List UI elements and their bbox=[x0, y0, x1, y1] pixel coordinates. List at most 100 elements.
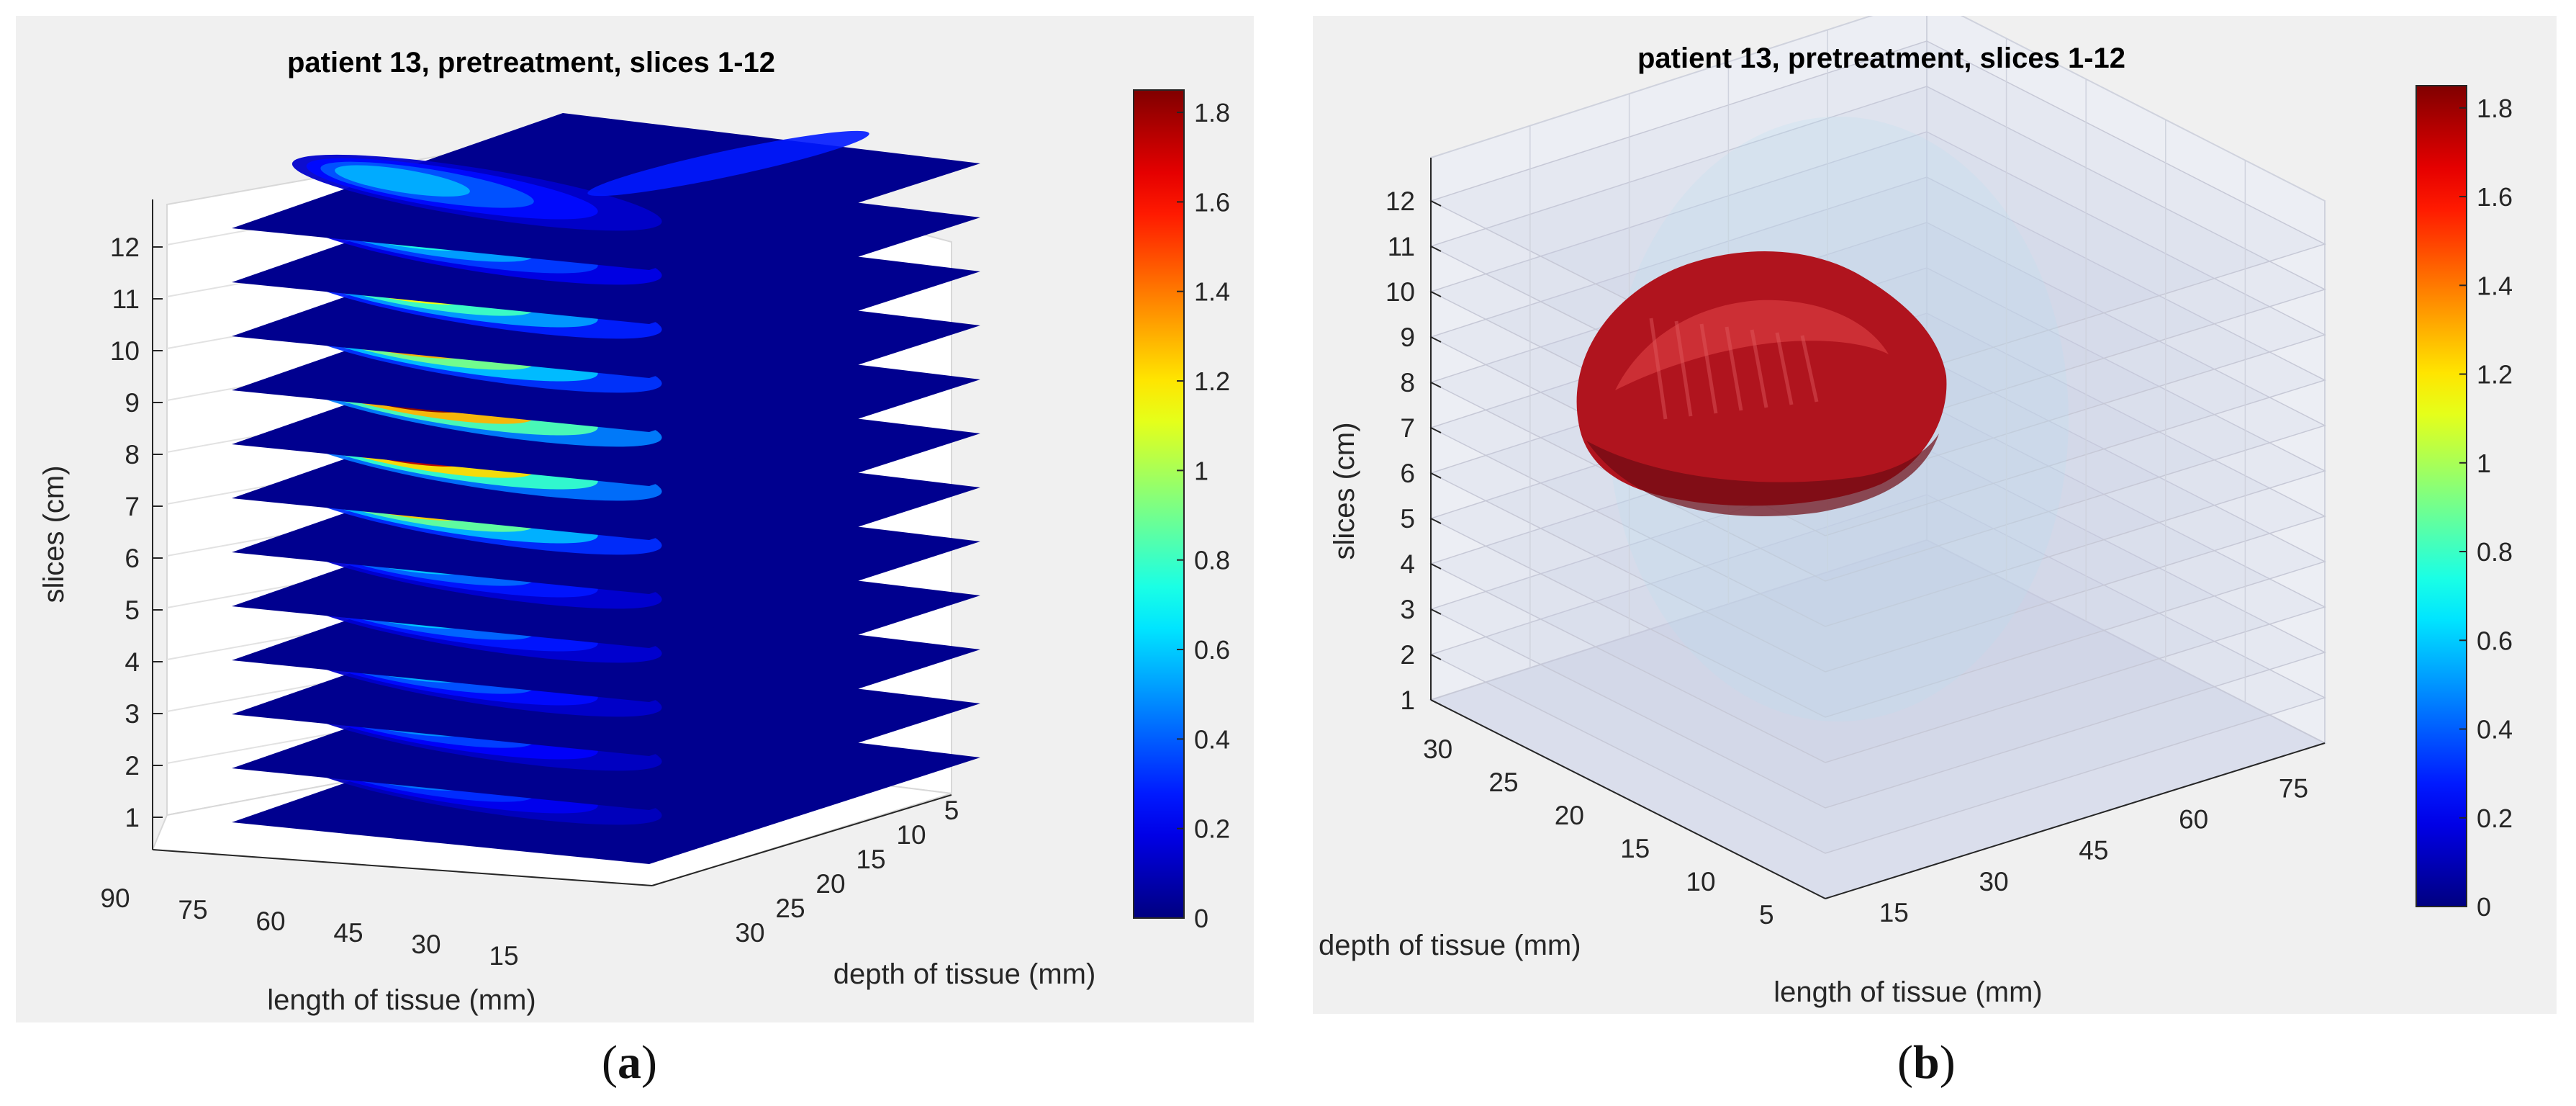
z-tick-label: 5 bbox=[125, 595, 140, 625]
tissue-tail bbox=[587, 130, 869, 197]
caption-b-letter: b bbox=[1912, 1036, 1940, 1089]
z-tick-label: 5 bbox=[1400, 504, 1415, 534]
z-tick bbox=[1430, 472, 1442, 479]
colorbar-tick-label: 0.2 bbox=[1194, 814, 1230, 844]
z-tick-label: 6 bbox=[1400, 459, 1415, 488]
z-tick bbox=[1430, 699, 1442, 706]
z-tick bbox=[1430, 200, 1442, 207]
chart-title: patient 13, pretreatment, slices 1-12 bbox=[1637, 42, 2125, 74]
z-tick-label: 8 bbox=[1400, 368, 1415, 397]
z-tick bbox=[1430, 518, 1442, 524]
z-tick-label: 4 bbox=[125, 647, 140, 677]
isosurface-stripe bbox=[1725, 326, 1743, 411]
isosurface-stripe bbox=[1775, 332, 1794, 405]
x-tick-label: 45 bbox=[2079, 836, 2108, 866]
chart-title: patient 13, pretreatment, slices 1-12 bbox=[287, 47, 775, 78]
z-tick-label: 7 bbox=[125, 492, 140, 521]
isosurface-stripe bbox=[1800, 335, 1819, 403]
y-axis-line bbox=[1430, 699, 1826, 899]
colorbar-tick-label: 1 bbox=[1194, 456, 1208, 485]
x-tick-label: 30 bbox=[411, 930, 440, 959]
x-axis-label: length of tissue (mm) bbox=[1773, 976, 2042, 1008]
z-tick-label: 6 bbox=[125, 544, 140, 573]
y-tick-label: 10 bbox=[1686, 867, 1715, 896]
z-tick-label: 8 bbox=[125, 440, 140, 469]
x-tick-label: 60 bbox=[2179, 804, 2208, 834]
colorbar bbox=[1133, 89, 1185, 919]
x-axis-line bbox=[1825, 742, 2326, 899]
z-tick-label: 7 bbox=[1400, 413, 1415, 443]
isosurface-stripe bbox=[1750, 329, 1768, 408]
colorbar-tick-label: 0.6 bbox=[1194, 635, 1230, 665]
isosurface-stripe bbox=[1674, 320, 1693, 417]
slice-12 bbox=[232, 113, 980, 270]
isosurface-body bbox=[1576, 251, 1947, 506]
colorbar-tick-label: 1.2 bbox=[2477, 360, 2513, 390]
caption-a-letter: a bbox=[617, 1036, 641, 1089]
z-tick bbox=[1430, 654, 1442, 660]
x-tick-label: 30 bbox=[1979, 867, 2009, 896]
x-axis-line bbox=[152, 849, 653, 886]
isosurface-highlight bbox=[1615, 300, 1889, 390]
colorbar-tick-label: 1.4 bbox=[1194, 277, 1230, 307]
z-axis-label: slices (cm) bbox=[1329, 422, 1360, 559]
x-tick-label: 45 bbox=[333, 918, 363, 948]
z-axis-label: slices (cm) bbox=[38, 465, 70, 603]
colorbar-tick-label: 1.2 bbox=[1194, 367, 1230, 396]
y-tick-label: 20 bbox=[815, 869, 845, 899]
z-tick bbox=[1430, 563, 1442, 570]
panel-a: 1 2 3 4 5 6 7 8 9 10 11 12 90 75 60 45 30 15 30 25 20 15 10 5 pa… bbox=[16, 16, 1254, 1022]
z-tick-label: 2 bbox=[1400, 640, 1415, 670]
colorbar bbox=[2415, 85, 2467, 907]
x-tick-label: 75 bbox=[178, 895, 207, 925]
y-tick-label: 25 bbox=[1488, 768, 1518, 797]
colorbar-tick-label: 1.8 bbox=[2477, 94, 2513, 123]
x-tick-label: 75 bbox=[2279, 773, 2308, 803]
colorbar-tick-label: 1.6 bbox=[1194, 187, 1230, 217]
z-tick bbox=[1430, 246, 1442, 252]
slice-plane-2 bbox=[1429, 494, 2326, 854]
isosurface-stripe bbox=[1699, 323, 1718, 414]
z-tick-label: 10 bbox=[1386, 277, 1415, 307]
isosurface-shadow bbox=[1586, 433, 1939, 516]
colorbar-tick-label: 1 bbox=[2477, 449, 2491, 478]
z-tick bbox=[1430, 382, 1442, 388]
x-tick-label: 60 bbox=[256, 907, 285, 936]
caption-b: (b) bbox=[1897, 1036, 1956, 1089]
y-tick-label: 20 bbox=[1555, 801, 1584, 830]
y-axis-label: depth of tissue (mm) bbox=[1319, 930, 1581, 961]
z-tick-label: 1 bbox=[1400, 685, 1415, 715]
tissue-region bbox=[335, 165, 470, 197]
z-tick-label: 3 bbox=[1400, 595, 1415, 624]
colorbar-tick-label: 0.8 bbox=[1194, 546, 1230, 575]
colorbar-tick-label: 0 bbox=[1194, 904, 1208, 933]
colorbar-tick-label: 0.8 bbox=[2477, 537, 2513, 567]
colorbar-tick-label: 0.6 bbox=[2477, 626, 2513, 655]
z-tick-label: 11 bbox=[1388, 232, 1415, 261]
z-tick-label: 1 bbox=[125, 803, 140, 832]
y-axis-line bbox=[651, 794, 952, 886]
z-tick-label: 4 bbox=[1400, 549, 1415, 579]
colorbar-tick-label: 1.8 bbox=[1194, 98, 1230, 127]
z-tick-label: 12 bbox=[1386, 186, 1415, 216]
y-tick-label: 30 bbox=[1423, 734, 1452, 764]
z-tick-label: 10 bbox=[110, 336, 140, 366]
colorbar-tick-label: 0.4 bbox=[1194, 724, 1230, 754]
caption-a: (a) bbox=[602, 1036, 657, 1089]
x-tick-label: 90 bbox=[100, 884, 130, 913]
x-tick-label: 15 bbox=[489, 941, 518, 971]
z-tick bbox=[1430, 291, 1442, 297]
y-tick-label: 5 bbox=[1759, 900, 1774, 930]
y-tick-label: 10 bbox=[896, 820, 926, 850]
z-tick-label: 2 bbox=[125, 751, 140, 781]
isosurface-stripe bbox=[1649, 318, 1668, 420]
y-tick-label: 15 bbox=[1620, 834, 1650, 863]
colorbar-tick-label: 0 bbox=[2477, 892, 2491, 922]
z-tick-label: 3 bbox=[125, 699, 140, 729]
y-tick-label: 25 bbox=[775, 894, 805, 923]
z-tick bbox=[1430, 336, 1442, 343]
z-tick-label: 12 bbox=[110, 233, 140, 262]
x-axis-label: length of tissue (mm) bbox=[267, 984, 535, 1016]
